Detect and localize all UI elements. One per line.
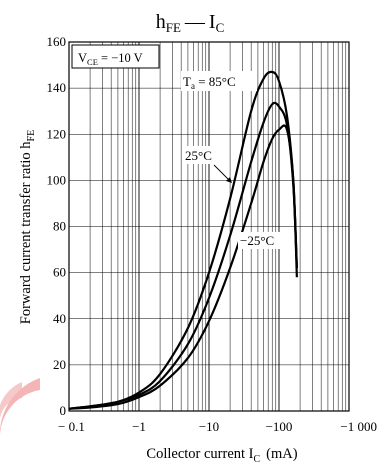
plot-frame (68, 41, 350, 412)
y-tick-label: 120 (47, 126, 67, 141)
y-tick-label: 160 (47, 34, 67, 49)
x-tick-label: −100 (266, 419, 293, 434)
y-tick-label: 140 (47, 80, 67, 95)
series-label-85-text: Ta = 85°C (183, 74, 236, 91)
x-tick-label: − 0.1 (58, 419, 85, 434)
y-tick-labels: 0 20 40 60 80 100 120 140 160 (47, 34, 67, 418)
watermark (0, 378, 40, 440)
chart-title: hFE — IC (156, 11, 225, 35)
series-label-minus25: −25°C (238, 232, 286, 249)
y-tick-label: 60 (53, 265, 66, 280)
y-tick-label: 0 (60, 403, 67, 418)
series-line-2 (68, 124, 298, 410)
series-line-1 (68, 101, 298, 410)
grid (68, 41, 349, 412)
x-tick-label: −1 000 (340, 419, 377, 434)
x-tick-label: −10 (199, 419, 219, 434)
y-tick-label: 80 (53, 219, 66, 234)
x-tick-label: −1 (132, 419, 146, 434)
condition-box: VCE = −10 V (71, 44, 160, 69)
y-axis-title: Forward current transfer ratio hFE (18, 130, 37, 324)
series-curves (68, 70, 298, 410)
x-axis-title: Collector current IC (mA) (146, 446, 297, 465)
series-label-85: Ta = 85°C (181, 71, 257, 91)
series-label-25-text: 25°C (185, 148, 212, 163)
condition-label: VCE = −10 V (78, 51, 143, 67)
series-label-25: 25°C (183, 146, 232, 183)
y-tick-label: 40 (53, 311, 66, 326)
x-tick-labels: − 0.1 −1 −10 −100 −1 000 (58, 419, 377, 434)
y-tick-label: 100 (47, 172, 67, 187)
y-tick-label: 20 (53, 357, 66, 372)
series-label-minus25-text: −25°C (240, 233, 274, 248)
